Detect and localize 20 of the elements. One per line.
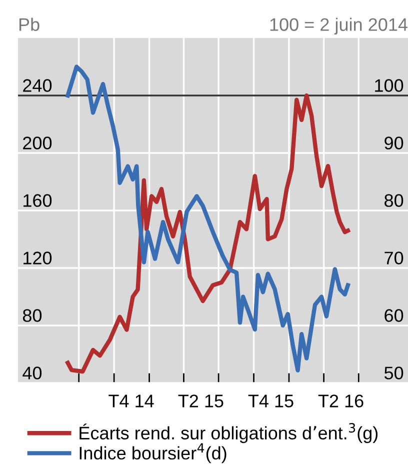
y2-tick-label: 80 xyxy=(384,194,404,207)
y-tick-label: 240 xyxy=(23,79,52,92)
x-tick-label: T2 15 xyxy=(178,394,224,408)
y-tick-label: 120 xyxy=(24,252,52,264)
y2-tick-label: 50 xyxy=(384,366,404,380)
x-tick-label: T4 14 xyxy=(108,394,154,408)
y-tick-label: 80 xyxy=(22,309,42,322)
y-axis-title: Pb xyxy=(19,18,40,31)
y-tick-label: 40 xyxy=(22,366,42,380)
y-tick-label: 200 xyxy=(23,136,52,150)
x-tick-label: T4 15 xyxy=(248,394,294,408)
y2-tick-label: 90 xyxy=(384,136,404,150)
x-tick-label: T2 16 xyxy=(318,394,364,408)
legend-label: Indice boursier$^{4}$(d) xyxy=(80,443,226,464)
y2-tick-label: 70 xyxy=(384,252,404,264)
y2-axis-title: 100 = 2 juin 2014 xyxy=(270,18,408,35)
y2-tick-label: 100 xyxy=(375,79,404,92)
legend-label: Écarts rend. sur obligations d’ent.$^{3}$(g) xyxy=(80,423,378,444)
y-tick-label: 160 xyxy=(24,194,52,207)
y2-tick-label: 60 xyxy=(384,309,404,322)
